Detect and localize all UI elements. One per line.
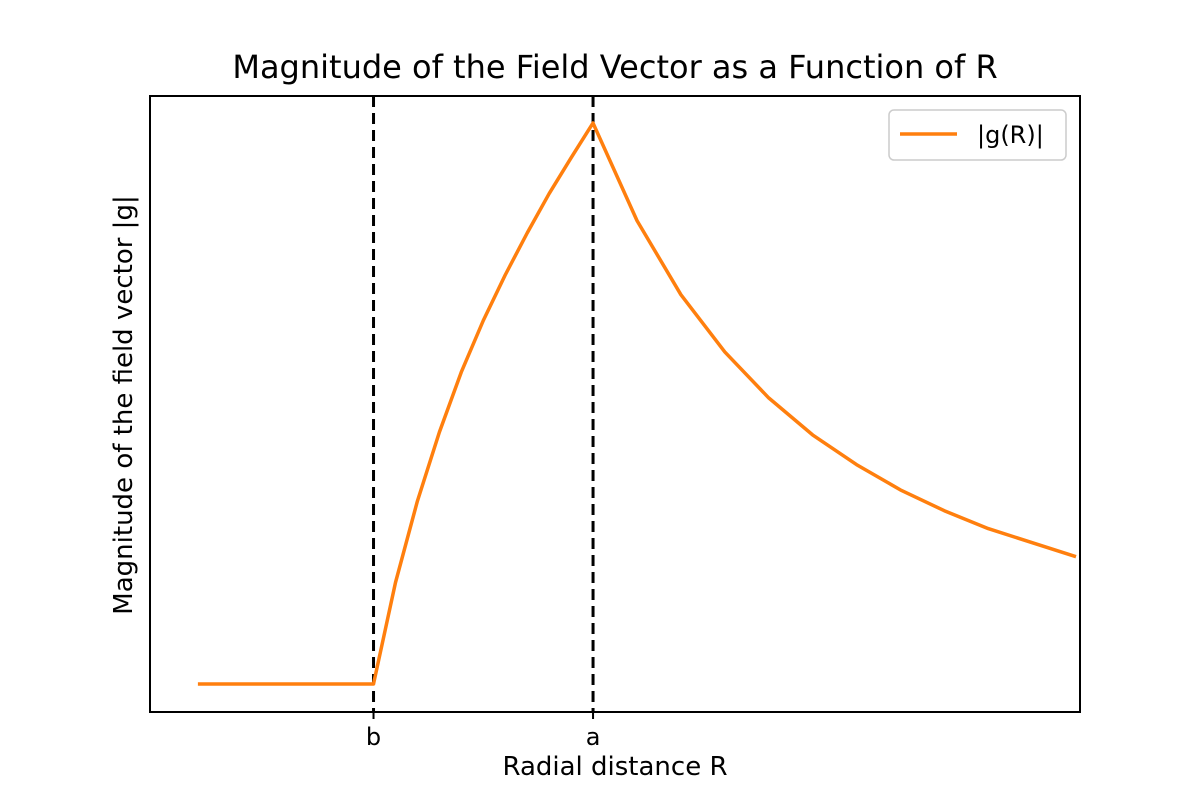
legend: |g(R)| xyxy=(888,109,1067,161)
reference-lines xyxy=(372,96,595,712)
legend-box xyxy=(888,109,1067,161)
y-axis-label: Magnitude of the field vector |g| xyxy=(109,195,139,614)
legend-entry-label: |g(R)| xyxy=(977,121,1044,149)
series-line-0 xyxy=(197,121,1077,686)
x-tick-label-a: a xyxy=(586,723,601,751)
plot-background xyxy=(150,96,1080,712)
plot-frame xyxy=(149,95,1081,713)
series-layer xyxy=(197,121,1077,686)
x-axis-label: Radial distance R xyxy=(502,752,727,782)
chart-title: Magnitude of the Field Vector as a Funct… xyxy=(232,48,997,86)
x-tick-label-b: b xyxy=(366,723,381,751)
